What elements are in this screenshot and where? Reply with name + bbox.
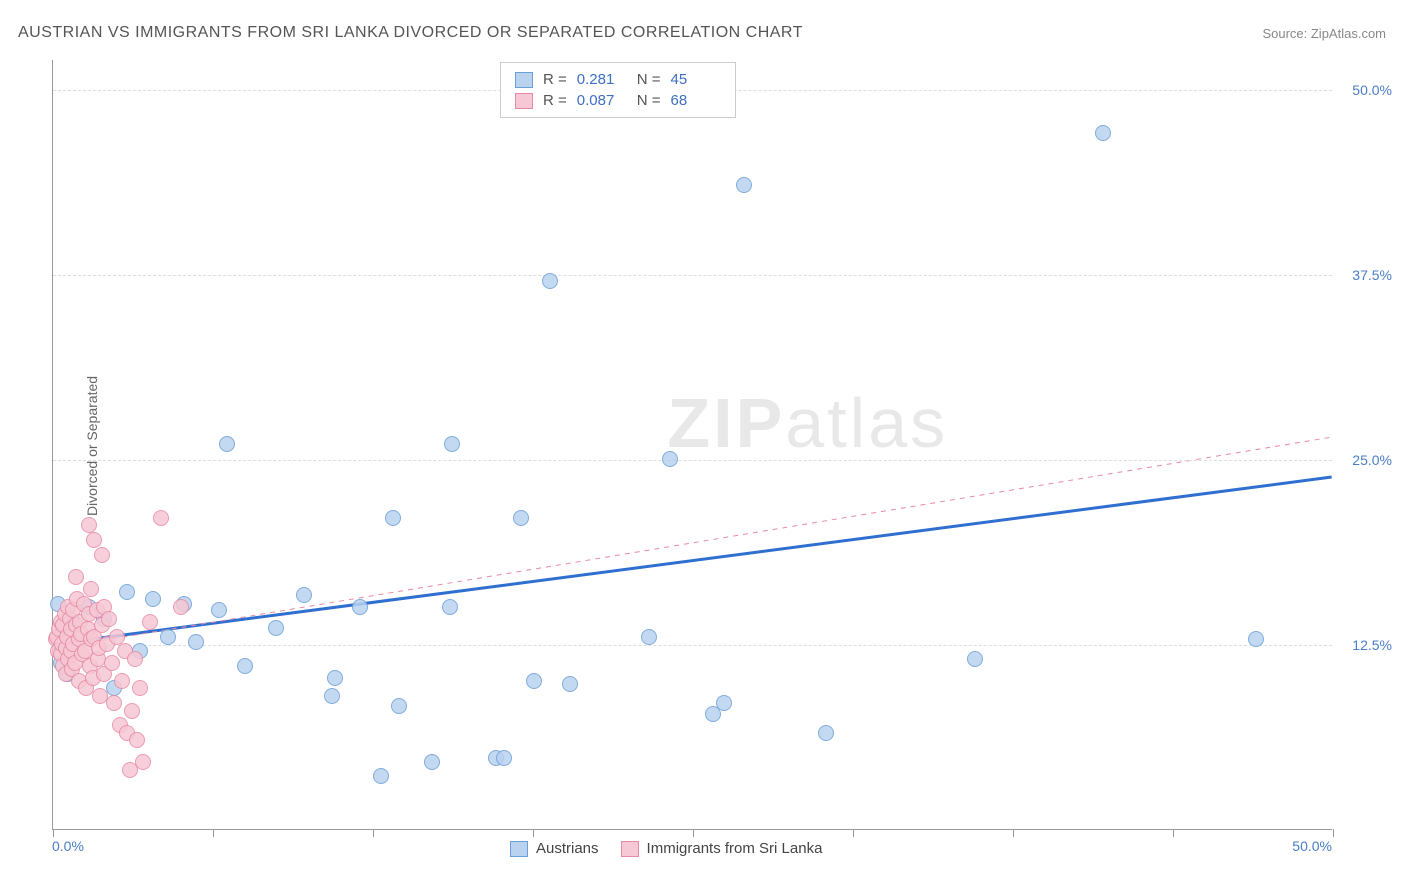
data-point-sri-lanka: [101, 611, 117, 627]
stats-swatch: [515, 93, 533, 109]
gridline: [53, 645, 1332, 646]
data-point-austrians: [119, 584, 135, 600]
legend-item-sri-lanka: Immigrants from Sri Lanka: [621, 840, 823, 857]
data-point-sri-lanka: [83, 581, 99, 597]
stats-n-value: 68: [671, 92, 721, 109]
stats-n-label: N =: [637, 92, 661, 109]
data-point-austrians: [1095, 125, 1111, 141]
data-point-austrians: [385, 510, 401, 526]
chart-title: AUSTRIAN VS IMMIGRANTS FROM SRI LANKA DI…: [18, 24, 803, 42]
trendline-sri-lanka: [53, 437, 1331, 648]
data-point-austrians: [526, 673, 542, 689]
data-point-sri-lanka: [132, 680, 148, 696]
data-point-sri-lanka: [173, 599, 189, 615]
x-tick: [213, 829, 214, 837]
stats-legend-box: R = 0.281 N = 45 R = 0.087 N = 68: [500, 62, 736, 118]
data-point-sri-lanka: [142, 614, 158, 630]
data-point-sri-lanka: [153, 510, 169, 526]
x-tick: [53, 829, 54, 837]
watermark-part2: atlas: [785, 384, 948, 462]
trendline-austrians: [53, 477, 1331, 644]
legend-swatch: [621, 841, 639, 857]
data-point-austrians: [444, 436, 460, 452]
data-point-austrians: [219, 436, 235, 452]
data-point-sri-lanka: [124, 703, 140, 719]
legend-label: Austrians: [536, 840, 599, 857]
data-point-austrians: [513, 510, 529, 526]
y-tick-label: 25.0%: [1352, 452, 1392, 468]
data-point-austrians: [211, 602, 227, 618]
data-point-austrians: [662, 451, 678, 467]
gridline: [53, 275, 1332, 276]
data-point-sri-lanka: [86, 532, 102, 548]
x-tick: [693, 829, 694, 837]
stats-swatch: [515, 72, 533, 88]
legend-swatch: [510, 841, 528, 857]
watermark-part1: ZIP: [667, 384, 785, 462]
data-point-sri-lanka: [129, 732, 145, 748]
x-tick: [1173, 829, 1174, 837]
data-point-sri-lanka: [127, 651, 143, 667]
data-point-austrians: [296, 587, 312, 603]
data-point-austrians: [373, 768, 389, 784]
y-tick-label: 37.5%: [1352, 267, 1392, 283]
y-tick-label: 50.0%: [1352, 82, 1392, 98]
stats-row-sri-lanka: R = 0.087 N = 68: [515, 90, 721, 111]
legend-label: Immigrants from Sri Lanka: [647, 840, 823, 857]
stats-r-label: R =: [543, 92, 567, 109]
data-point-austrians: [818, 725, 834, 741]
x-tick: [1013, 829, 1014, 837]
data-point-austrians: [424, 754, 440, 770]
data-point-austrians: [237, 658, 253, 674]
x-axis-label-max: 50.0%: [1292, 838, 1332, 854]
x-tick: [1333, 829, 1334, 837]
data-point-austrians: [716, 695, 732, 711]
x-tick: [373, 829, 374, 837]
data-point-sri-lanka: [135, 754, 151, 770]
data-point-austrians: [641, 629, 657, 645]
x-tick: [853, 829, 854, 837]
series-legend: Austrians Immigrants from Sri Lanka: [510, 840, 822, 857]
data-point-austrians: [496, 750, 512, 766]
data-point-austrians: [542, 273, 558, 289]
scatter-plot-area: ZIPatlas 12.5%25.0%37.5%50.0%: [52, 60, 1332, 830]
stats-r-value: 0.281: [577, 71, 627, 88]
data-point-sri-lanka: [94, 547, 110, 563]
data-point-sri-lanka: [106, 695, 122, 711]
data-point-austrians: [268, 620, 284, 636]
data-point-austrians: [327, 670, 343, 686]
data-point-austrians: [352, 599, 368, 615]
data-point-austrians: [442, 599, 458, 615]
watermark: ZIPatlas: [667, 383, 948, 463]
legend-item-austrians: Austrians: [510, 840, 599, 857]
data-point-austrians: [188, 634, 204, 650]
data-point-austrians: [736, 177, 752, 193]
data-point-austrians: [145, 591, 161, 607]
data-point-austrians: [1248, 631, 1264, 647]
y-tick-label: 12.5%: [1352, 637, 1392, 653]
stats-row-austrians: R = 0.281 N = 45: [515, 69, 721, 90]
data-point-sri-lanka: [114, 673, 130, 689]
stats-r-label: R =: [543, 71, 567, 88]
data-point-austrians: [562, 676, 578, 692]
data-point-austrians: [967, 651, 983, 667]
stats-r-value: 0.087: [577, 92, 627, 109]
data-point-sri-lanka: [109, 629, 125, 645]
data-point-austrians: [324, 688, 340, 704]
data-point-austrians: [391, 698, 407, 714]
data-point-sri-lanka: [68, 569, 84, 585]
source-attribution: Source: ZipAtlas.com: [1262, 26, 1386, 41]
stats-n-value: 45: [671, 71, 721, 88]
trendlines-layer: [53, 60, 1332, 829]
stats-n-label: N =: [637, 71, 661, 88]
x-tick: [533, 829, 534, 837]
data-point-austrians: [160, 629, 176, 645]
gridline: [53, 460, 1332, 461]
x-axis-label-min: 0.0%: [52, 838, 84, 854]
data-point-sri-lanka: [104, 655, 120, 671]
data-point-sri-lanka: [81, 517, 97, 533]
